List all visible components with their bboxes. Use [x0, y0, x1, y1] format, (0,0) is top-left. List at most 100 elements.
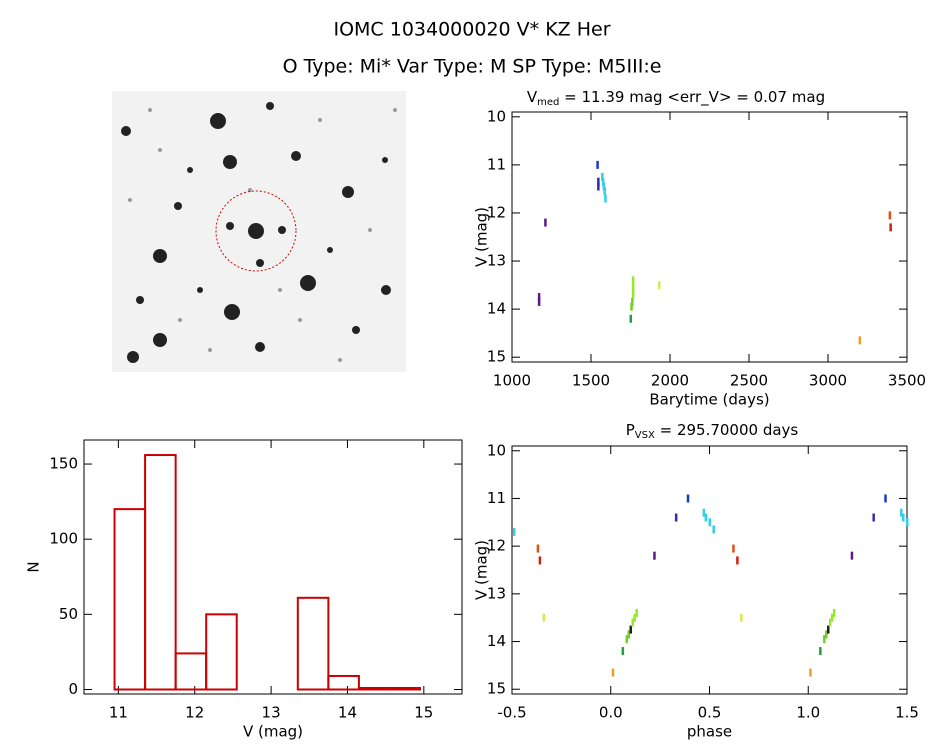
data-point — [872, 513, 875, 522]
y-tick-label: 12 — [487, 203, 506, 221]
data-point — [674, 513, 678, 522]
data-point — [704, 513, 708, 522]
x-tick-label: 15 — [414, 704, 433, 722]
data-point — [825, 630, 828, 639]
data-point — [631, 618, 634, 627]
data-point — [542, 613, 546, 622]
data-point — [602, 182, 606, 191]
data-point — [625, 635, 629, 644]
x-tick-label: 14 — [338, 704, 357, 722]
y-tick-label: 10 — [487, 441, 506, 459]
data-point — [702, 508, 706, 517]
x-tick-label: 1.0 — [796, 704, 820, 722]
data-point — [631, 290, 635, 299]
data-point — [686, 494, 690, 503]
y-tick-label: 14 — [487, 632, 506, 650]
histogram-bar — [327, 674, 360, 691]
data-point — [827, 625, 830, 634]
data-point — [631, 281, 635, 290]
data-point — [635, 608, 638, 617]
x-tick-label: 0.0 — [599, 704, 623, 722]
data-point — [629, 625, 632, 634]
data-point — [653, 551, 656, 560]
data-point — [597, 177, 600, 186]
y-tick-label: 13 — [487, 252, 506, 270]
data-point — [889, 223, 892, 232]
data-point — [621, 647, 625, 656]
data-point — [708, 518, 711, 527]
x-tick-label: 1000 — [493, 372, 531, 390]
x-tick-label: 2500 — [730, 372, 768, 390]
data-point — [604, 194, 607, 203]
x-tick-label: 1500 — [572, 372, 610, 390]
data-point — [850, 551, 854, 560]
y-axis-label: V (mag) — [473, 540, 491, 600]
data-point — [633, 613, 636, 622]
title-subscript: VSX — [635, 430, 655, 441]
data-point — [597, 182, 600, 191]
x-axis-label: phase — [687, 723, 732, 741]
y-axis-label: V (mag) — [473, 207, 491, 267]
y-tick-label: 11 — [487, 489, 506, 507]
data-point — [537, 293, 541, 302]
figure-subtitle: O Type: Mi* Var Type: M SP Type: M5III:e — [283, 56, 662, 78]
histogram-bar — [174, 652, 208, 691]
figure-title: IOMC 1034000020 V* KZ Her — [333, 19, 610, 41]
y-tick-label: 10 — [487, 107, 506, 125]
chart-title: PVSX = 295.70000 days — [626, 421, 799, 442]
title-part: = 11.39 mag <err_V> = 0.07 mag — [559, 88, 825, 107]
x-tick-label: 1.5 — [895, 704, 919, 722]
y-tick-label: 15 — [487, 348, 506, 366]
data-point — [631, 285, 635, 294]
histogram-bar — [144, 454, 177, 691]
x-tick-label: 12 — [185, 704, 204, 722]
data-point — [537, 297, 541, 306]
y-tick-label: 12 — [487, 537, 506, 555]
data-point — [832, 608, 836, 617]
data-point — [630, 302, 633, 311]
data-point — [902, 513, 905, 522]
data-point — [736, 556, 739, 565]
x-tick-label: 3000 — [809, 372, 847, 390]
data-point — [627, 630, 631, 639]
axes-frame — [511, 111, 908, 363]
data-point — [544, 218, 547, 227]
x-axis-label: Barytime (days) — [649, 391, 769, 409]
title-part: = 295.70000 days — [655, 421, 799, 439]
x-axis-label: V (mag) — [243, 723, 303, 741]
y-tick-label: 100 — [49, 530, 78, 548]
data-point — [536, 544, 540, 553]
histogram-bar — [113, 508, 147, 691]
y-tick-label: 14 — [487, 300, 506, 318]
y-tick-label: 150 — [49, 455, 78, 473]
x-tick-label: 13 — [262, 704, 281, 722]
y-tick-label: 13 — [487, 584, 506, 602]
data-point — [830, 613, 834, 622]
data-point — [603, 187, 606, 196]
histogram-bar — [205, 613, 238, 691]
y-tick-label: 50 — [59, 605, 78, 623]
data-point — [631, 297, 634, 306]
y-tick-label: 11 — [487, 155, 506, 173]
data-point — [906, 518, 909, 527]
x-tick-label: 11 — [109, 704, 128, 722]
x-tick-label: 3500 — [888, 372, 926, 390]
y-axis-label: N — [25, 561, 43, 572]
data-point — [629, 314, 632, 323]
data-point — [823, 635, 826, 644]
data-point — [888, 211, 892, 220]
histogram-bar — [388, 686, 422, 691]
data-point — [512, 527, 516, 536]
data-point — [732, 544, 735, 553]
data-point — [538, 556, 542, 565]
title-part: V — [527, 88, 538, 106]
x-tick-label: 0.5 — [698, 704, 722, 722]
data-point — [657, 281, 661, 290]
data-point — [601, 172, 604, 181]
data-point — [596, 160, 599, 169]
axes-frame — [511, 445, 908, 695]
data-point — [611, 668, 615, 677]
y-tick-label: 15 — [487, 680, 506, 698]
histogram-bar — [357, 686, 391, 691]
